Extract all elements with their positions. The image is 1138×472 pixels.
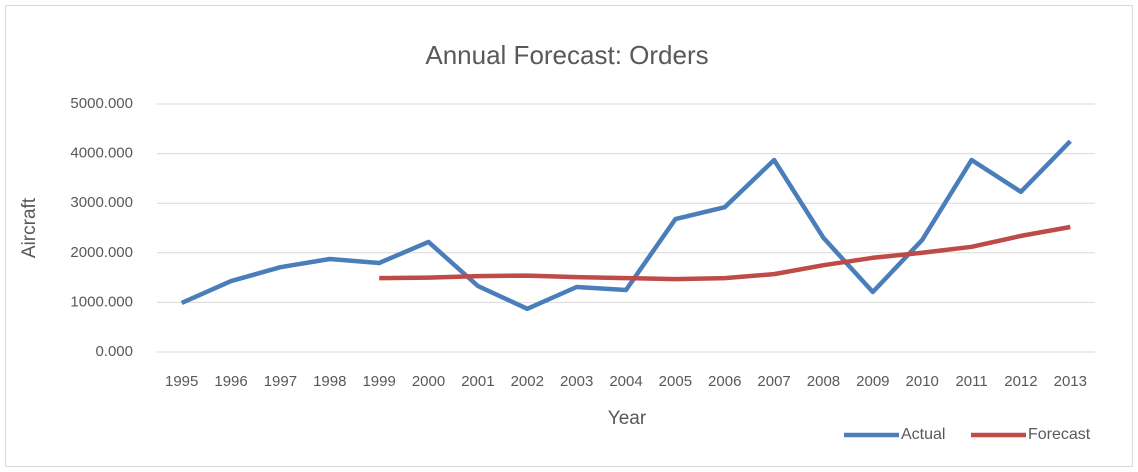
chart-title: Annual Forecast: Orders — [425, 40, 708, 70]
x-tick-label: 2006 — [708, 373, 741, 390]
x-tick-label: 2001 — [461, 373, 494, 390]
x-tick-label: 1995 — [165, 373, 198, 390]
y-tick-label: 2000.000 — [70, 244, 133, 261]
x-tick-label: 2013 — [1054, 373, 1087, 390]
x-tick-label: 1999 — [362, 373, 395, 390]
chart-border — [5, 5, 1133, 467]
y-tick-label: 5000.000 — [70, 95, 133, 112]
x-tick-label: 2011 — [955, 373, 987, 390]
y-axis-label: Aircraft — [19, 197, 40, 258]
y-tick-label: 4000.000 — [70, 145, 133, 162]
x-tick-label: 2010 — [906, 373, 939, 390]
x-tick-label: 2008 — [807, 373, 840, 390]
legend-label: Actual — [901, 426, 945, 443]
x-tick-label: 1998 — [313, 373, 346, 390]
x-tick-label: 2000 — [412, 373, 445, 390]
y-tick-label: 3000.000 — [70, 194, 133, 211]
y-tick-label: 0.000 — [95, 343, 133, 360]
x-tick-label: 2004 — [609, 373, 642, 390]
x-axis-label: Year — [608, 408, 647, 429]
x-tick-label: 2007 — [757, 373, 790, 390]
y-tick-label: 1000.000 — [70, 293, 133, 310]
x-tick-label: 2009 — [856, 373, 889, 390]
x-tick-label: 2012 — [1004, 373, 1037, 390]
x-tick-label: 1997 — [264, 373, 297, 390]
x-tick-label: 2002 — [511, 373, 544, 390]
x-tick-label: 2003 — [560, 373, 593, 390]
series-line — [379, 224, 1071, 282]
series-line — [180, 139, 1072, 312]
x-tick-label: 1996 — [214, 373, 247, 390]
legend-label: Forecast — [1028, 426, 1091, 443]
x-tick-label: 2005 — [659, 373, 692, 390]
